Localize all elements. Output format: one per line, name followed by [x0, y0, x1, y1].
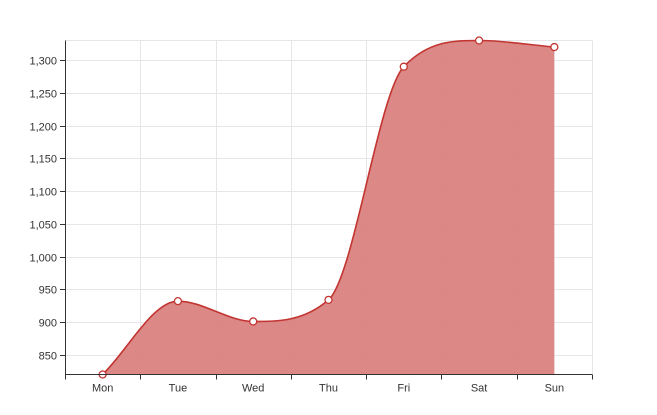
x-tick-label: Wed — [242, 383, 264, 395]
y-axis-labels: 850 900 950 1,000 1,050 1,100 1,150 1,200 1,250 1… — [29, 56, 57, 363]
data-point-tue — [173, 297, 183, 306]
x-tick-label: Thu — [319, 383, 338, 395]
data-point-sat — [474, 36, 484, 45]
y-tick-label: 1,000 — [29, 253, 57, 265]
x-tick-label: Sun — [545, 383, 565, 395]
series-layer — [102, 39, 555, 376]
data-point-thu — [324, 295, 333, 304]
x-tick-label: Sat — [471, 383, 488, 395]
x-axis-labels: Mon Tue Wed Thu Fri Sat Sun — [92, 383, 564, 395]
area-fill — [102, 40, 555, 375]
x-tick-label: Fri — [397, 383, 410, 395]
x-tick-label: Mon — [92, 383, 113, 395]
y-tick-label: 1,150 — [29, 154, 57, 166]
axes — [60, 40, 593, 380]
x-tick-label: Tue — [169, 383, 188, 395]
y-tick-label: 1,200 — [29, 122, 57, 134]
y-tick-label: 1,050 — [29, 220, 57, 232]
data-point-fri — [399, 62, 408, 71]
y-tick-label: 1,300 — [29, 56, 57, 68]
data-point-sun — [550, 42, 559, 52]
y-tick-label: 900 — [39, 318, 57, 330]
data-point-wed — [249, 317, 258, 326]
data-points — [98, 36, 559, 379]
y-tick-label: 1,250 — [29, 89, 57, 101]
y-tick-label: 950 — [39, 285, 57, 297]
y-tick-label: 1,100 — [29, 187, 57, 199]
y-tick-label: 850 — [39, 351, 57, 363]
